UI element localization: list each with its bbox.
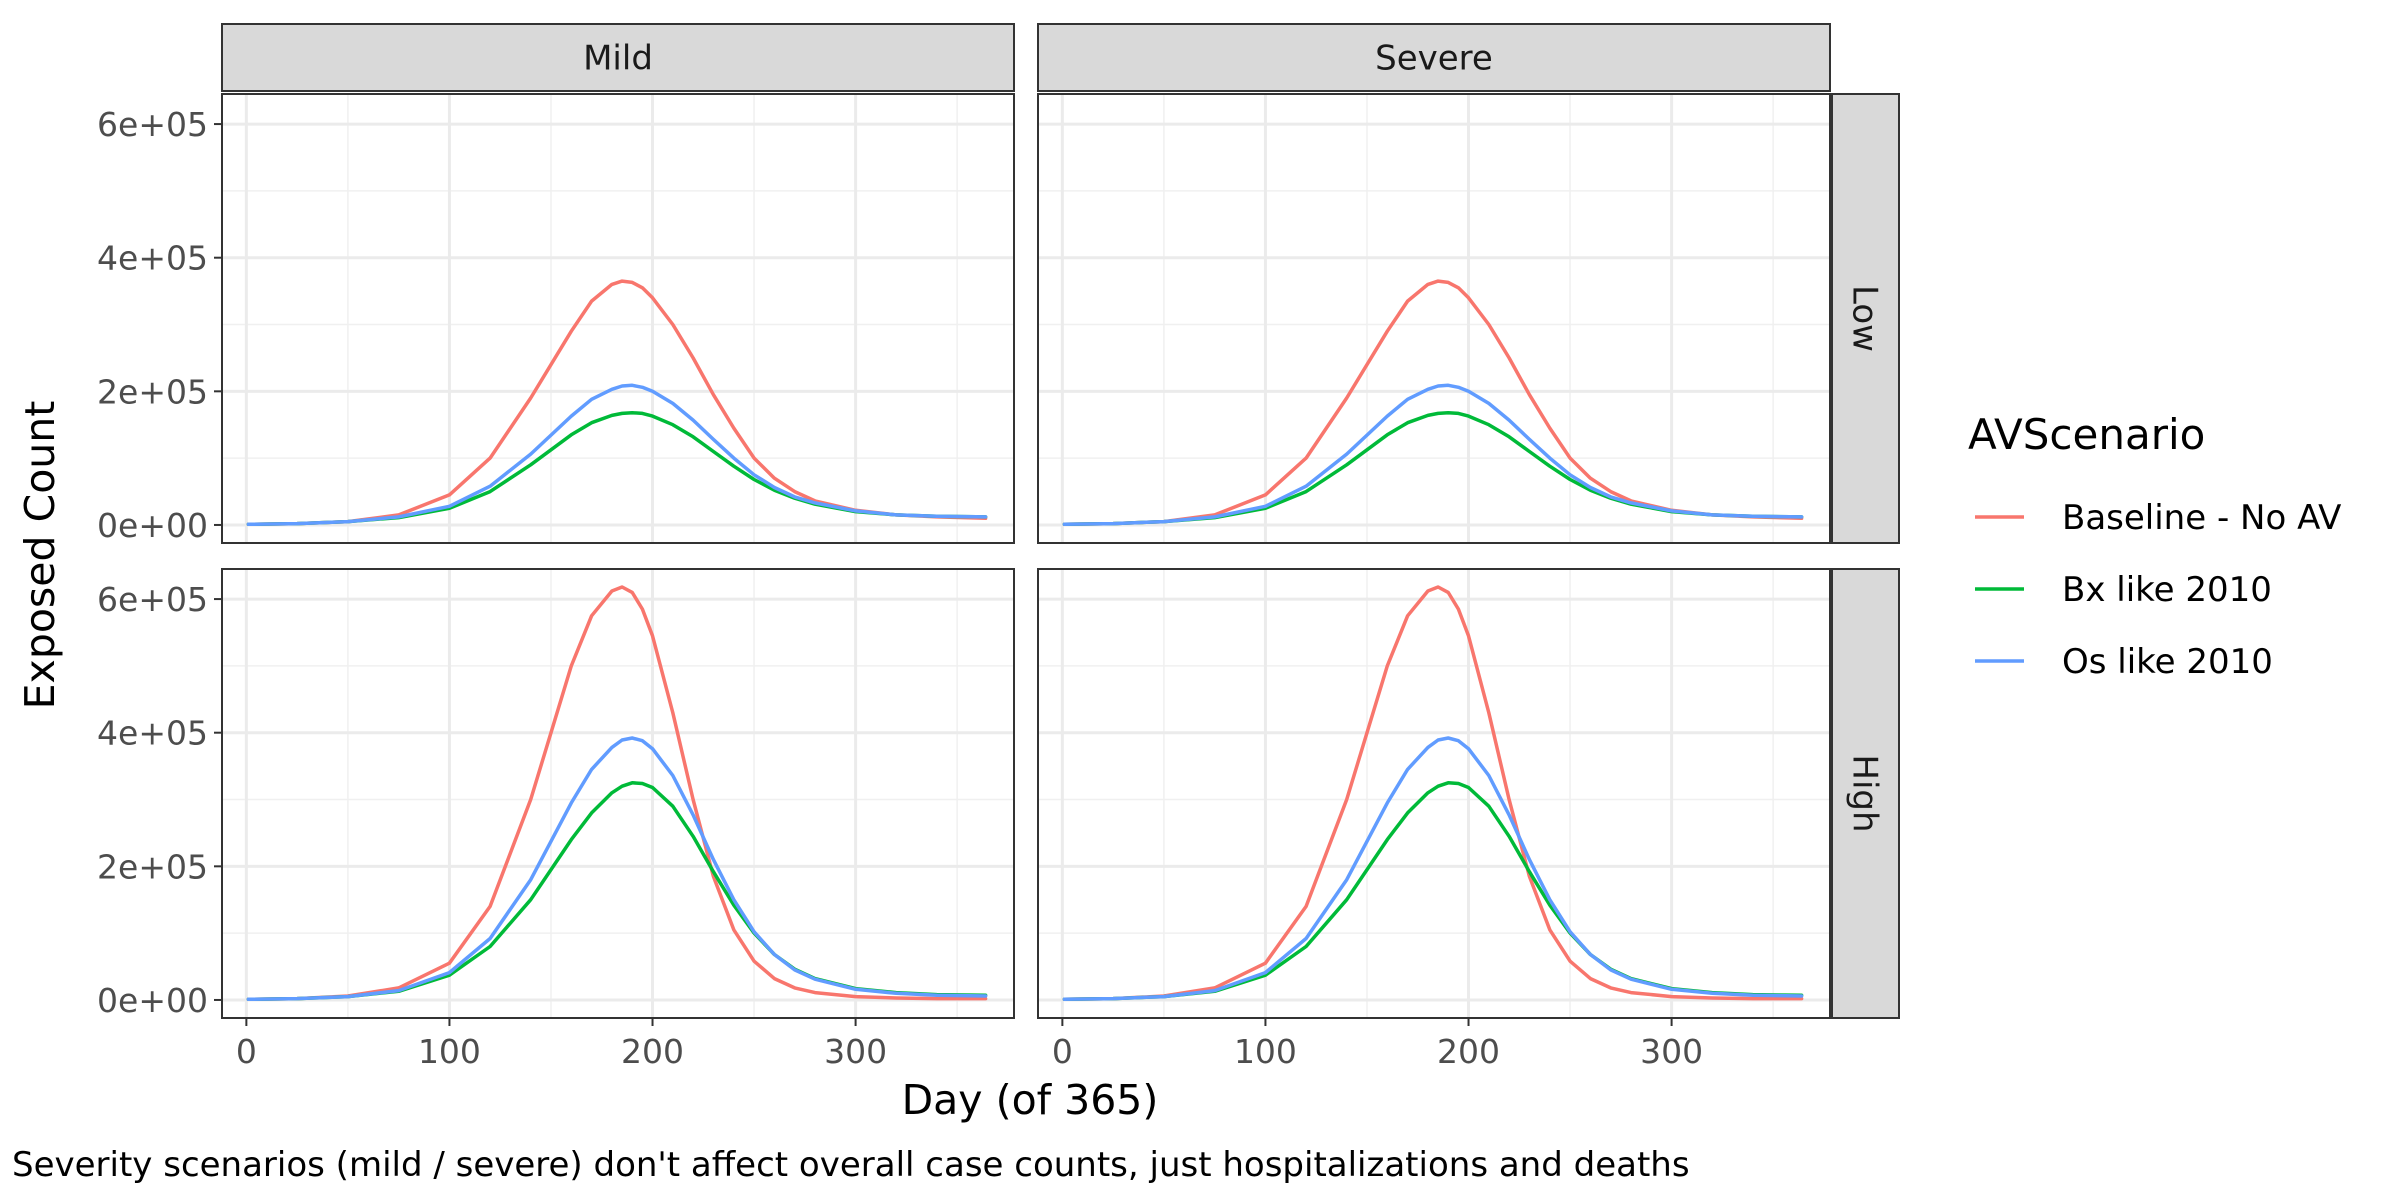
series-line-baseline-no-av-severe-low <box>1062 279 1804 527</box>
panel-border-severe-low <box>1037 93 1831 544</box>
panel-bg-mild-low <box>222 94 1014 543</box>
facet-strip-high <box>1831 568 1900 1019</box>
x-tick-label: 0 <box>236 1032 257 1071</box>
panel-bg-mild-high <box>222 569 1014 1018</box>
chart-caption: Severity scenarios (mild / severe) don't… <box>12 1145 1690 1185</box>
series-line-os-like-2010-severe-low <box>1062 383 1804 527</box>
facet-label-low: Low <box>1845 285 1885 352</box>
y-tick-label: 4e+05 <box>97 714 208 753</box>
y-tick-label: 4e+05 <box>97 239 208 278</box>
facet-strip-low <box>1831 93 1900 544</box>
series-line-os-like-2010-severe-high <box>1062 736 1804 1002</box>
x-tick-label: 0 <box>1052 1032 1073 1071</box>
legend-label: Os like 2010 <box>2062 642 2273 682</box>
facet-label-high: High <box>1845 754 1885 832</box>
series-line-baseline-no-av-severe-high <box>1062 585 1804 1002</box>
facet-strip-severe <box>1037 23 1831 92</box>
x-tick-label: 100 <box>1234 1032 1297 1071</box>
y-tick-label: 0e+00 <box>97 506 208 545</box>
panel-border-mild-high <box>221 568 1015 1019</box>
x-tick-label: 200 <box>621 1032 684 1071</box>
legend-title: AVScenario <box>1968 410 2205 459</box>
x-tick-label: 100 <box>418 1032 481 1071</box>
y-axis-title: Exposed Count <box>16 401 64 710</box>
series-line-baseline-no-av-mild-low <box>246 279 988 527</box>
x-tick-label: 300 <box>824 1032 887 1071</box>
x-axis-title: Day (of 365) <box>902 1076 1159 1124</box>
panel-border-severe-high <box>1037 568 1831 1019</box>
x-tick-label: 200 <box>1437 1032 1500 1071</box>
legend-label: Bx like 2010 <box>2062 570 2272 610</box>
facet-strip-mild <box>221 23 1015 92</box>
facet-label-mild: Mild <box>583 39 653 79</box>
y-tick-label: 6e+05 <box>97 105 208 144</box>
panel-bg-severe-high <box>1038 569 1830 1018</box>
y-tick-label: 6e+05 <box>97 580 208 619</box>
y-tick-label: 2e+05 <box>97 847 208 886</box>
legend-label: Baseline - No AV <box>2062 498 2341 538</box>
facet-label-severe: Severe <box>1375 39 1493 79</box>
series-line-baseline-no-av-mild-high <box>246 585 988 1002</box>
y-tick-label: 2e+05 <box>97 372 208 411</box>
y-tick-label: 0e+00 <box>97 981 208 1020</box>
legend: AVScenario Baseline - No AV Bx like 2010 O… <box>1968 410 2341 682</box>
panels-layer: Mild Severe Low High 0e+00 2e+05 4e+05 6e+05 0e+… <box>97 23 1900 1071</box>
panel-border-mild-low <box>221 93 1015 544</box>
x-tick-label: 300 <box>1640 1032 1703 1071</box>
panel-bg-severe-low <box>1038 94 1830 543</box>
series-line-os-like-2010-mild-high <box>246 736 988 1002</box>
series-line-os-like-2010-mild-low <box>246 383 988 527</box>
